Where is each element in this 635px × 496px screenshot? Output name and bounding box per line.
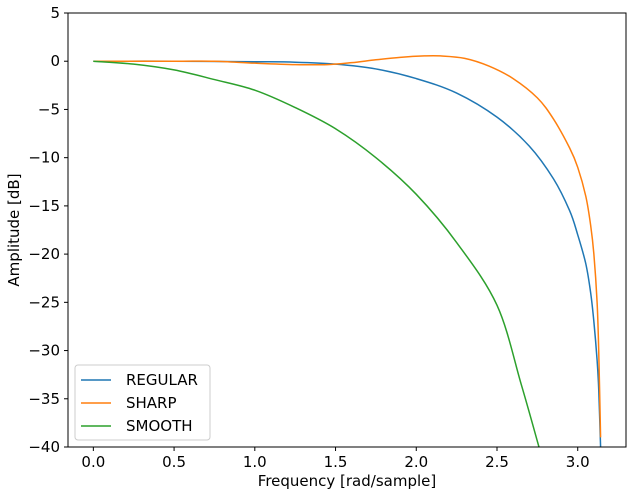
x-axis: 0.0 0.5 1.0 1.5 2.0 2.5 3.0 xyxy=(81,447,590,471)
legend-label: SMOOTH xyxy=(126,417,193,435)
legend: REGULAR SHARP SMOOTH xyxy=(74,364,211,441)
series-line-smooth xyxy=(93,60,540,447)
x-tick-label: 2.0 xyxy=(404,453,428,471)
legend-frame xyxy=(74,364,211,441)
x-axis-label: Frequency [rad/sample] xyxy=(258,472,436,490)
y-tick-label: 0 xyxy=(50,52,60,70)
y-tick-label: −35 xyxy=(28,390,60,408)
x-tick-label: 0.0 xyxy=(81,453,105,471)
series-line-sharp xyxy=(93,54,602,438)
y-tick-label: −10 xyxy=(28,149,60,167)
x-tick-label: 1.5 xyxy=(324,453,348,471)
x-tick-label: 3.0 xyxy=(566,453,590,471)
x-tick-label: 2.5 xyxy=(485,453,509,471)
y-tick-label: −15 xyxy=(28,197,60,215)
y-tick-label: −40 xyxy=(28,438,60,456)
x-tick-label: 1.0 xyxy=(243,453,267,471)
y-axis-label: Amplitude [dB] xyxy=(5,173,23,286)
y-tick-label: −30 xyxy=(28,342,60,360)
y-tick-label: −5 xyxy=(38,100,60,118)
series-line-regular xyxy=(93,60,602,447)
legend-items: REGULAR SHARP SMOOTH xyxy=(81,371,198,435)
legend-label: REGULAR xyxy=(126,371,198,389)
legend-label: SHARP xyxy=(126,394,177,412)
y-tick-label: −25 xyxy=(28,293,60,311)
y-tick-label: −20 xyxy=(28,245,60,263)
y-axis: 5 0 −5 −10 −15 −20 −25 −30 −35 −40 xyxy=(28,4,68,456)
y-tick-label: 5 xyxy=(50,4,60,22)
x-tick-label: 0.5 xyxy=(162,453,186,471)
series-layer xyxy=(93,54,602,447)
plot-frame xyxy=(67,12,627,448)
